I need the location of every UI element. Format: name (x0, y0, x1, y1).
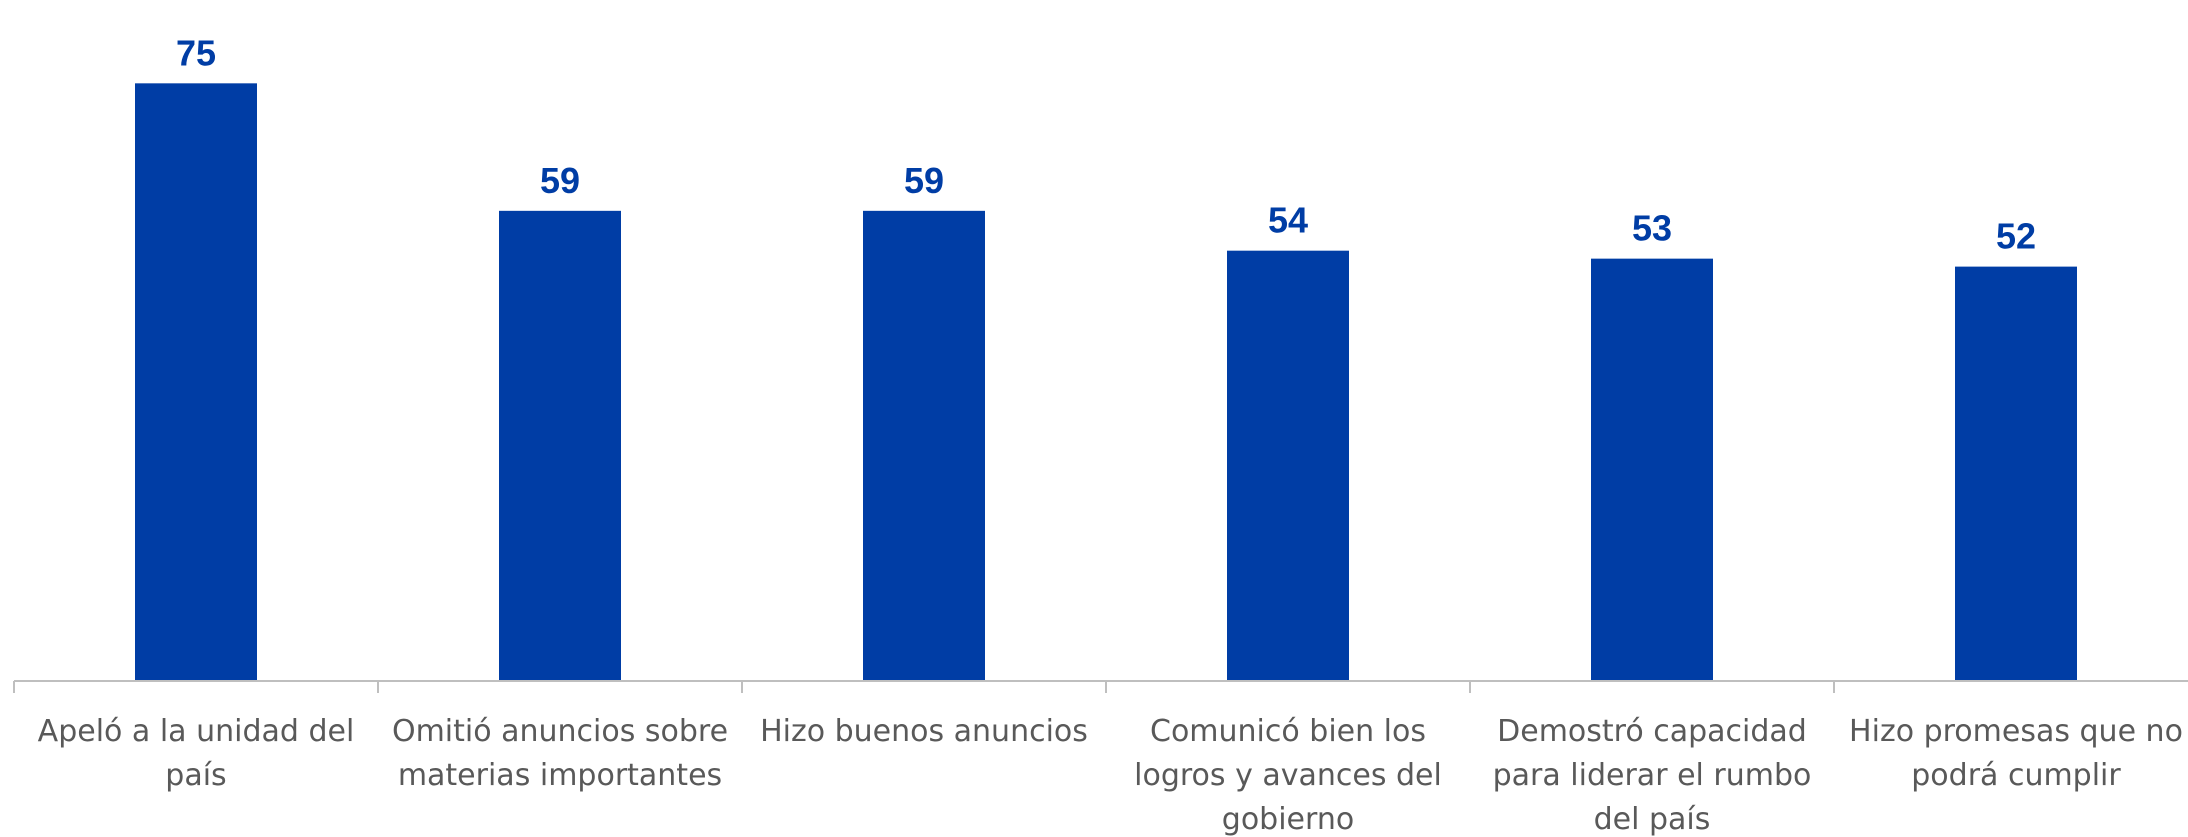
bar-1 (135, 83, 257, 681)
bar-3 (863, 210, 985, 681)
category-label-2: Omitió anuncios sobre materias importante… (392, 714, 728, 793)
bar-4 (1227, 250, 1349, 682)
bars-group (135, 83, 2077, 682)
category-labels-group: Apeló a la unidad del país Omitió anuncios… (38, 714, 2183, 837)
category-label-1: Apeló a la unidad del país (38, 714, 355, 793)
category-label-6: Hizo promesas que no podrá cumplir (1849, 714, 2183, 793)
value-label-2: 59 (540, 160, 580, 201)
bar-5 (1591, 258, 1713, 681)
category-label-3: Hizo buenos anuncios (760, 714, 1088, 749)
value-label-5: 53 (1632, 208, 1672, 249)
value-labels-group: 75 59 59 54 53 52 (176, 32, 2036, 256)
value-label-6: 52 (1996, 216, 2036, 257)
bar-6 (1955, 266, 2077, 681)
category-label-4: Comunicó bien los logros y avances del gob… (1134, 714, 1442, 837)
value-label-4: 54 (1268, 200, 1308, 241)
value-label-1: 75 (176, 32, 216, 73)
bar-2 (499, 210, 621, 681)
category-label-5: Demostró capacidad para liderar el rumbo d… (1493, 714, 1812, 837)
value-label-3: 59 (904, 160, 944, 201)
x-axis-ticks (13, 681, 1835, 693)
